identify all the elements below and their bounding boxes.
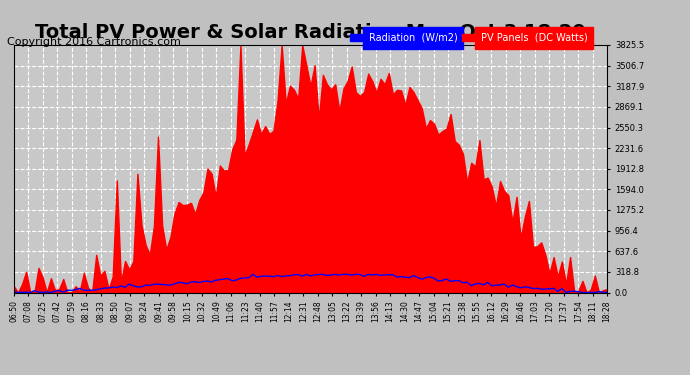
Title: Total PV Power & Solar Radiation Mon Oct 3 18:29: Total PV Power & Solar Radiation Mon Oct… [35,23,586,42]
Text: Copyright 2016 Cartronics.com: Copyright 2016 Cartronics.com [7,37,181,47]
Legend: Radiation  (W/m2), PV Panels  (DC Watts): Radiation (W/m2), PV Panels (DC Watts) [347,30,591,46]
